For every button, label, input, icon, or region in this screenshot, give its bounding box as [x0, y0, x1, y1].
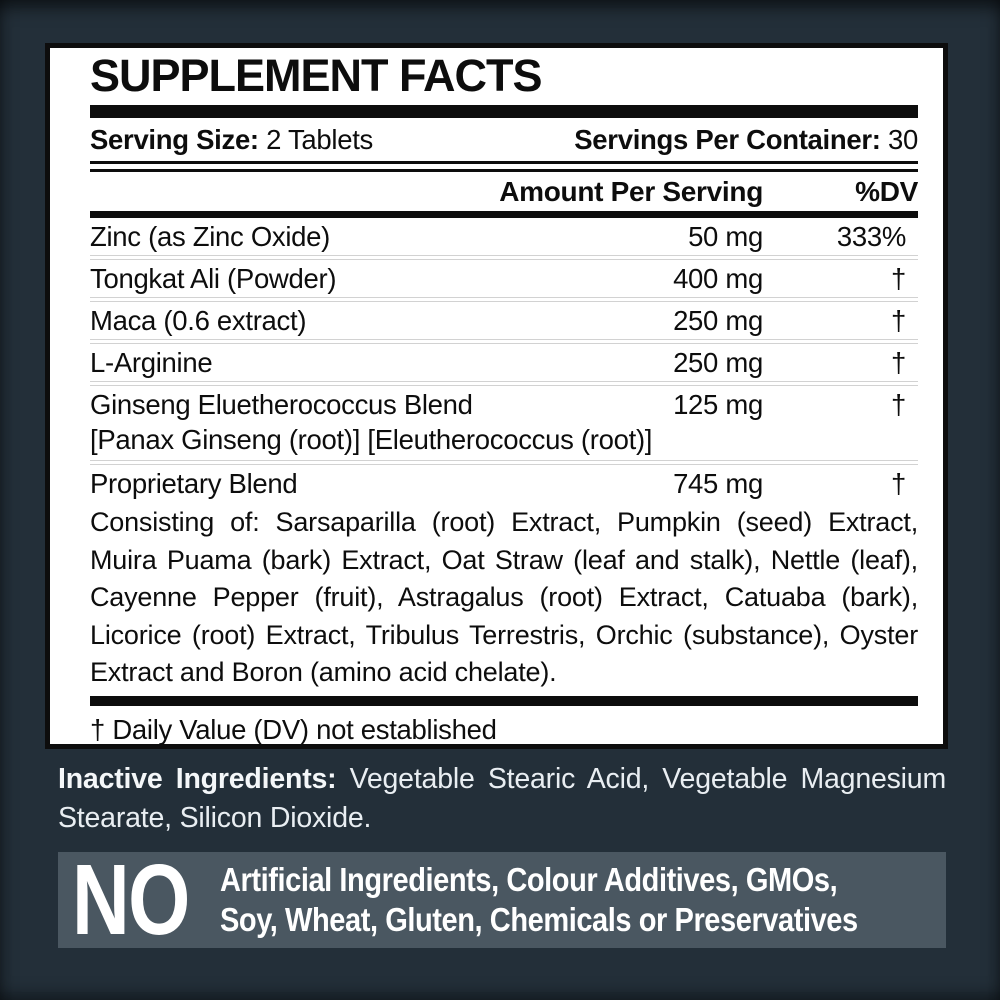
header-spacer: [90, 176, 499, 208]
serving-size: Serving Size: 2 Tablets: [90, 124, 373, 156]
table-row: L-Arginine 250 mg †: [90, 344, 918, 381]
inactive-ingredients-text: Vegetable Stearic Acid, Vegetable Magnes…: [58, 763, 947, 834]
table-row: Maca (0.6 extract) 250 mg †: [90, 302, 918, 339]
servings-per-container: Servings Per Container: 30: [574, 124, 918, 156]
no-claims-line-1: Artificial Ingredients, Colour Additives…: [220, 861, 838, 898]
ingredient-amount: 745 mg: [673, 468, 763, 499]
ingredient-name: Maca (0.6 extract): [90, 305, 307, 336]
servings-per-container-value: 30: [888, 124, 918, 155]
ingredient-dv: †: [891, 468, 906, 499]
header-amount-per-serving: Amount Per Serving: [499, 176, 763, 207]
ingredient-name: Zinc (as Zinc Oxide): [90, 221, 331, 252]
row-separator: [90, 460, 918, 465]
footnote-divider-bar: [90, 695, 918, 706]
serving-size-label: Serving Size:: [90, 124, 259, 155]
ingredient-amount: 250 mg: [673, 305, 763, 336]
no-word: NO: [72, 852, 190, 948]
supplement-facts-title: SUPPLEMENT FACTS: [90, 50, 543, 101]
daily-value-footnote: † Daily Value (DV) not established: [90, 713, 497, 745]
inactive-ingredients: Inactive Ingredients: Vegetable Stearic …: [58, 760, 946, 838]
ingredient-subline: [Panax Ginseng (root)] [Eleutherococcus …: [90, 424, 653, 455]
no-claims-line-2: Soy, Wheat, Gluten, Chemicals or Preserv…: [220, 901, 858, 938]
row-separator: [90, 297, 918, 302]
ingredient-name: Proprietary Blend: [90, 468, 298, 499]
double-rule-divider: [90, 161, 918, 172]
ingredient-amount: 50 mg: [688, 221, 763, 252]
ingredient-dv: †: [891, 263, 906, 294]
ingredient-dv: †: [891, 347, 906, 378]
row-separator: [90, 339, 918, 344]
inactive-ingredients-label: Inactive Ingredients:: [58, 763, 337, 795]
table-row: Zinc (as Zinc Oxide) 50 mg 333%: [90, 218, 918, 255]
row-separator: [90, 255, 918, 260]
ingredient-amount: 250 mg: [673, 347, 763, 378]
serving-size-value: 2 Tablets: [266, 124, 374, 155]
ingredient-name: Tongkat Ali (Powder): [90, 263, 337, 294]
no-claims-lines: Artificial Ingredients, Colour Additives…: [220, 860, 858, 940]
table-row: Proprietary Blend 745 mg †: [90, 465, 918, 502]
ingredient-dv: 333%: [836, 221, 906, 252]
supplement-facts-panel: SUPPLEMENT FACTS Serving Size: 2 Tablets…: [45, 43, 948, 749]
ingredient-amount: 125 mg: [673, 389, 763, 420]
ingredient-dv: †: [891, 389, 906, 420]
row-separator: [90, 381, 918, 386]
ingredient-amount: 400 mg: [673, 263, 763, 294]
ingredient-name: L-Arginine: [90, 347, 213, 378]
proprietary-blend-detail: Consisting of: Sarsaparilla (root) Extra…: [90, 507, 918, 687]
header-divider-bar: [90, 211, 918, 218]
table-row: Tongkat Ali (Powder) 400 mg †: [90, 260, 918, 297]
header-percent-dv: %DV: [855, 176, 918, 207]
table-header-row: Amount Per Serving %DV: [90, 172, 918, 211]
serving-info-row: Serving Size: 2 Tablets Servings Per Con…: [90, 118, 918, 161]
servings-per-container-label: Servings Per Container:: [574, 124, 881, 155]
title-divider-bar: [90, 105, 918, 118]
ingredient-dv: †: [891, 305, 906, 336]
table-row: Ginseng Eluetherococcus Blend 125 mg †: [90, 386, 918, 423]
ingredient-name: Ginseng Eluetherococcus Blend: [90, 389, 473, 420]
no-claims-banner: NO Artificial Ingredients, Colour Additi…: [58, 852, 946, 948]
